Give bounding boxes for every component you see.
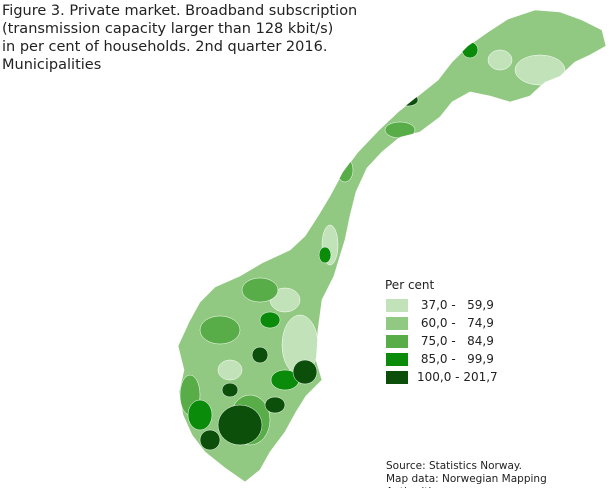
- municipality-region: [487, 49, 513, 71]
- municipality-region: [217, 359, 243, 381]
- legend-item: 60,0 - 74,9: [385, 314, 498, 332]
- legend-swatch: [385, 297, 409, 313]
- legend-label: 37,0 - 59,9: [417, 298, 494, 312]
- title-line: (transmission capacity larger than 128 k…: [2, 21, 334, 37]
- municipality-region: [292, 359, 318, 385]
- legend-swatch: [385, 369, 409, 385]
- municipality-region: [217, 404, 263, 446]
- legend-swatch: [385, 315, 409, 331]
- figure-title: Figure 3. Private market. Broadband subs…: [2, 2, 357, 74]
- legend-title: Per cent: [385, 278, 435, 292]
- legend-swatch: [385, 351, 409, 367]
- legend-swatch: [385, 333, 409, 349]
- municipality-region: [251, 346, 269, 364]
- municipality-region: [199, 429, 221, 451]
- legend-item: 37,0 - 59,9: [385, 296, 498, 314]
- source-line: Source: Statistics Norway.: [386, 460, 522, 472]
- municipality-region: [199, 315, 241, 345]
- municipality-region: [397, 93, 419, 107]
- municipality-regions: [179, 41, 566, 451]
- map-data-line: Map data: Norwegian Mapping Authorities.: [386, 473, 547, 488]
- municipality-region: [187, 399, 213, 431]
- title-line: Figure 3. Private market. Broadband subs…: [2, 3, 358, 19]
- legend: Per cent 37,0 - 59,9 60,0 - 74,9 75,0 - …: [385, 278, 498, 386]
- legend-label: 85,0 - 99,9: [417, 352, 494, 366]
- legend-label: 100,0 - 201,7: [417, 370, 498, 384]
- municipality-region: [241, 277, 279, 303]
- legend-item: 100,0 - 201,7: [385, 368, 498, 386]
- municipality-region: [221, 382, 239, 398]
- municipality-region: [264, 396, 286, 414]
- legend-label: 75,0 - 84,9: [417, 334, 494, 348]
- legend-item: 75,0 - 84,9: [385, 332, 498, 350]
- municipality-region: [323, 159, 337, 181]
- source-note: Source: Statistics Norway. Map data: Nor…: [386, 460, 610, 488]
- title-line: Municipalities: [2, 57, 102, 73]
- municipality-region: [318, 246, 332, 264]
- title-line: in per cent of households. 2nd quarter 2…: [2, 39, 328, 55]
- norway-outline: [177, 9, 607, 483]
- legend-label: 60,0 - 74,9: [417, 316, 494, 330]
- municipality-region: [384, 121, 416, 139]
- municipality-region: [514, 54, 566, 86]
- legend-item: 85,0 - 99,9: [385, 350, 498, 368]
- municipality-region: [259, 311, 281, 329]
